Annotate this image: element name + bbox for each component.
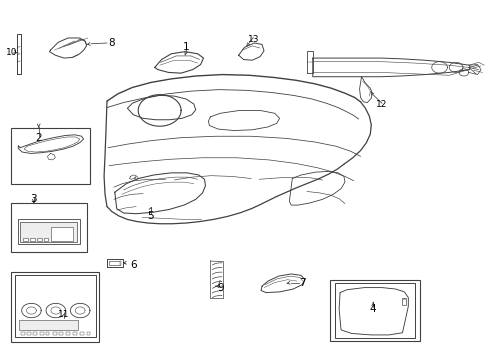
Text: 2: 2 [35, 133, 42, 143]
Bar [23, 238, 28, 241]
Text: 5: 5 [147, 211, 154, 221]
Bar [20, 222, 77, 242]
Text: 13: 13 [247, 35, 259, 44]
Bar [51, 226, 73, 241]
Bar [43, 238, 48, 241]
Bar [21, 332, 25, 335]
Bar [66, 332, 70, 335]
Bar [73, 332, 77, 335]
Bar [15, 275, 96, 337]
Bar [11, 272, 99, 342]
Bar [27, 332, 31, 335]
Text: 8: 8 [108, 38, 115, 48]
Text: 11: 11 [58, 310, 70, 319]
Bar [59, 332, 63, 335]
Bar [11, 203, 87, 252]
Bar [401, 298, 406, 305]
Bar [86, 332, 90, 335]
Bar [30, 238, 35, 241]
Text: 10: 10 [6, 48, 17, 57]
Bar [109, 261, 120, 265]
Text: 3: 3 [30, 194, 37, 204]
Bar [330, 280, 419, 341]
Bar [40, 332, 43, 335]
Text: 12: 12 [376, 100, 387, 109]
Bar [33, 332, 37, 335]
Bar [37, 238, 41, 241]
Text: 1: 1 [183, 42, 189, 52]
Text: 4: 4 [369, 304, 376, 314]
Bar [11, 128, 90, 184]
Text: 9: 9 [217, 283, 224, 293]
Text: 7: 7 [298, 278, 305, 288]
Text: 6: 6 [130, 260, 136, 270]
Bar [53, 332, 57, 335]
Bar [19, 320, 78, 330]
Bar [18, 219, 80, 244]
Bar [80, 332, 83, 335]
Bar [45, 332, 49, 335]
Bar [120, 261, 121, 265]
Bar [334, 283, 414, 338]
